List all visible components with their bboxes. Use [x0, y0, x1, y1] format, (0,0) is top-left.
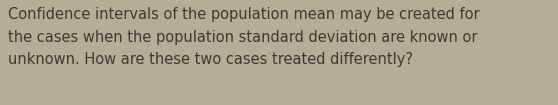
- Text: Confidence intervals of the population mean may be created for
the cases when th: Confidence intervals of the population m…: [8, 7, 480, 67]
